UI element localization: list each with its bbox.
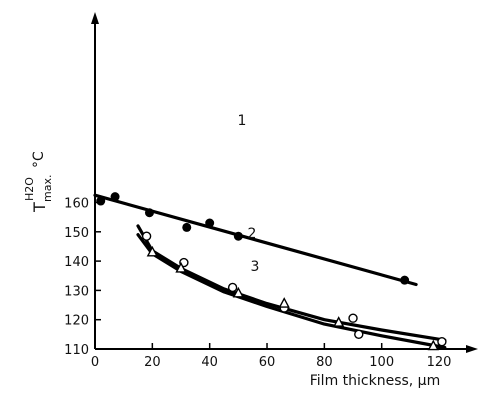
fit-curve-series-3 xyxy=(136,233,447,350)
point-series-3 xyxy=(278,297,290,308)
x-tick-label: 0 xyxy=(91,355,99,370)
point-series-3 xyxy=(427,339,439,351)
x-tick-label: 40 xyxy=(201,355,218,370)
point-series-2 xyxy=(437,336,447,347)
x-tick-label: 100 xyxy=(369,355,394,370)
point-series-1 xyxy=(233,231,243,241)
axes: 0 20 40 60 80 100 120 110 120 130 140 150 160 xyxy=(64,12,478,370)
point-series-1 xyxy=(96,196,106,206)
point-series-1 xyxy=(110,192,120,202)
data-points xyxy=(96,192,447,351)
y-tick-label: 130 xyxy=(64,284,89,299)
x-tick-label: 60 xyxy=(259,355,276,370)
point-series-3 xyxy=(333,316,345,327)
x-tick-label: 120 xyxy=(427,355,452,370)
y-tick-label: 110 xyxy=(64,343,89,358)
y-tick-label: 120 xyxy=(64,314,89,329)
y-tick-label: 150 xyxy=(64,226,89,241)
y-axis-title-subscript: max. xyxy=(41,175,54,202)
y-axis-title-base: T xyxy=(30,202,49,213)
point-series-2 xyxy=(354,329,364,340)
point-series-2 xyxy=(348,313,358,323)
point-series-3 xyxy=(175,261,187,273)
y-tick-label: 160 xyxy=(64,197,89,212)
curve-label-1: 1 xyxy=(238,113,247,129)
point-series-1 xyxy=(205,218,215,228)
curve-label-3: 3 xyxy=(251,259,260,275)
point-series-1 xyxy=(182,222,192,232)
curve-label-2: 2 xyxy=(248,226,257,242)
x-tick-label: 80 xyxy=(316,355,333,370)
fit-curves xyxy=(93,193,447,350)
y-axis-arrow xyxy=(91,12,99,24)
x-axis-arrow xyxy=(466,345,478,353)
point-series-2 xyxy=(227,282,238,293)
point-series-3 xyxy=(146,245,159,257)
y-axis-title-superscript: H2O xyxy=(23,177,36,201)
y-axis-title-unit: °C xyxy=(31,151,47,168)
x-tick-label: 20 xyxy=(144,355,161,370)
point-series-3 xyxy=(232,286,245,298)
point-series-1 xyxy=(144,208,154,218)
x-axis-title: Film thickness, μm xyxy=(310,373,440,389)
point-series-1 xyxy=(400,275,410,285)
point-series-2 xyxy=(141,231,152,241)
fit-curve-series-2 xyxy=(136,224,447,342)
y-tick-label: 140 xyxy=(64,255,89,270)
